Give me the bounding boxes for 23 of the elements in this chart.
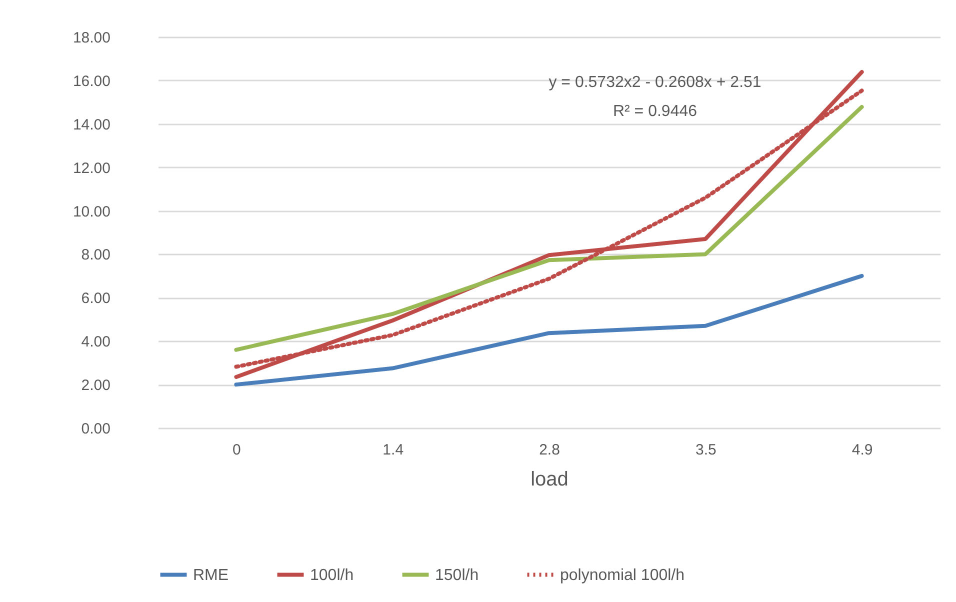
y-tick-label: 10.00 bbox=[72, 203, 110, 220]
x-tick-label: 0 bbox=[232, 442, 241, 458]
x-axis-title: load bbox=[530, 468, 568, 490]
legend-label: polynomial 100l/h bbox=[560, 566, 685, 584]
y-tick-label: 16.00 bbox=[72, 72, 110, 90]
x-tick-label: 4.9 bbox=[852, 442, 873, 458]
legend-label: RME bbox=[193, 566, 229, 584]
line-series bbox=[234, 274, 864, 387]
y-tick-label: 12.00 bbox=[72, 160, 110, 177]
x-tick-label: 3.5 bbox=[695, 442, 716, 458]
annotation: y = 0.5732x2 - 0.2608x + 2.51 bbox=[548, 74, 762, 91]
y-tick-label: 0.00 bbox=[81, 420, 110, 438]
y-tick-label: 8.00 bbox=[81, 246, 110, 264]
y-tick-label: 6.00 bbox=[81, 290, 110, 308]
legend-label: 100l/h bbox=[310, 566, 354, 584]
y-tick-label: 14.00 bbox=[72, 116, 110, 134]
y-tick-label: 4.00 bbox=[81, 334, 110, 351]
y-tick-label: 2.00 bbox=[81, 377, 110, 394]
annotation: R² = 0.9446 bbox=[612, 103, 698, 120]
legend-label: 150l/h bbox=[435, 566, 479, 584]
x-tick-label: 2.8 bbox=[539, 442, 560, 458]
y-tick-label: 18.00 bbox=[72, 30, 110, 46]
x-tick-label: 1.4 bbox=[382, 442, 404, 458]
